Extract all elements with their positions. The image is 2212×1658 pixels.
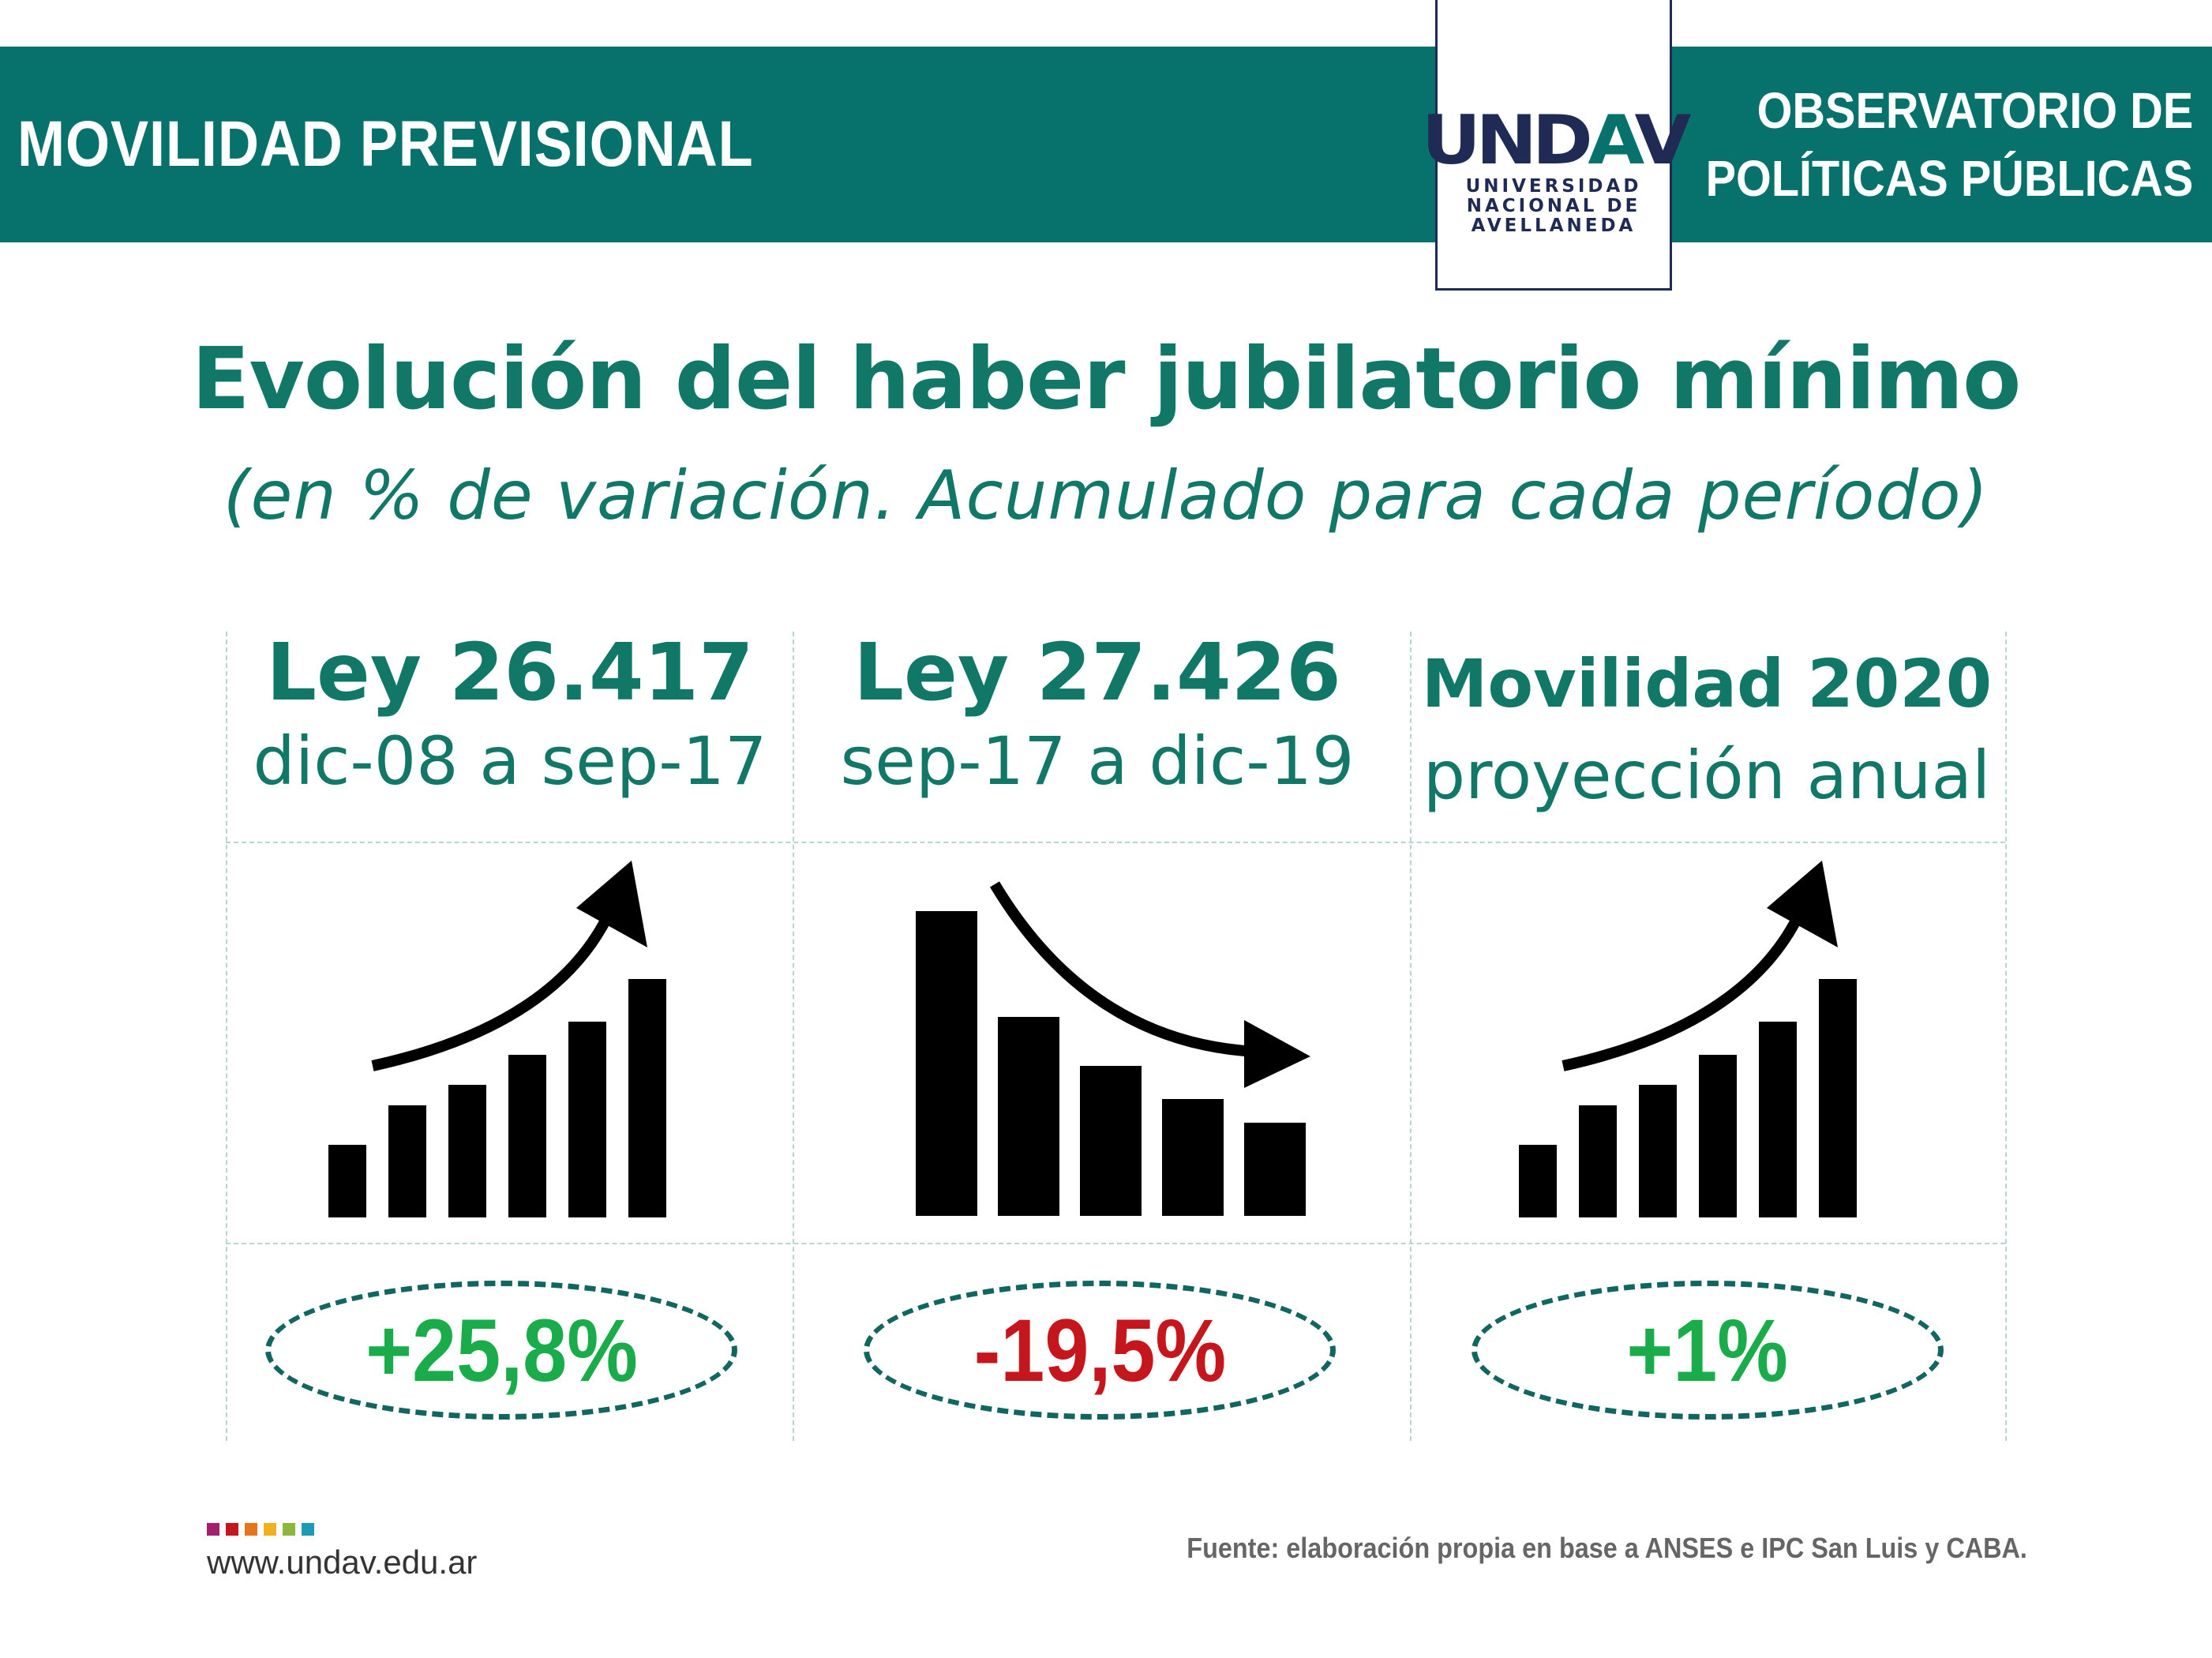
grid-line [226,1243,2005,1244]
value-oval: +1% [1472,1281,1944,1420]
icon-bar [998,1017,1059,1216]
grid-line [226,632,227,1441]
icon-bar [1819,979,1857,1217]
growth-chart-icon [328,861,666,1217]
logo-subtitle: UNIVERSIDAD NACIONAL DE AVELLANEDA [1466,177,1642,236]
header-band [0,47,2212,242]
logo-line1: UNIVERSIDAD [1465,176,1642,197]
icon-bar [1162,1099,1224,1216]
header-title: MOVILIDAD PREVISIONAL [17,108,754,180]
header-org-line2: POLÍTICAS PÚBLICAS [1705,150,2193,207]
header-org-line1: OBSERVATORIO DE [1756,82,2193,139]
source-note: Fuente: elaboración propia en base a ANS… [1187,1532,2027,1564]
arrow-head [1244,1020,1310,1088]
brand-dots [207,1523,314,1536]
law-label: Movilidad 2020 [1421,645,1993,722]
arrow-head [1767,861,1838,947]
value-label: +25,8% [365,1300,638,1400]
grid-line [2005,632,2007,1441]
undav-logo: UNDAV UNIVERSIDAD NACIONAL DE AVELLANEDA [1421,0,1691,291]
grid-line [1410,632,1412,1441]
logo-line2: NACIONAL DE [1466,196,1641,216]
chart-title: Evolución del haber jubilatorio mínimo [191,330,2022,429]
icon-bar [1244,1123,1306,1216]
value-oval: -19,5% [864,1281,1336,1420]
brand-dot [302,1523,314,1536]
icon-bar [328,1145,366,1217]
brand-dot [283,1523,295,1536]
logo-line3: AVELLANEDA [1471,216,1637,236]
column-header: Ley 26.417 dic-08 a sep-17 [213,625,807,802]
column-header: Movilidad 2020 proyección anual [1410,636,2004,816]
period-label: sep-17 a dic-19 [840,722,1355,800]
arrow-curve [1562,913,1804,1071]
value-label: +1% [1626,1300,1789,1400]
icon-bar [1080,1066,1142,1216]
icon-bar [568,1022,606,1217]
column-header: Ley 27.426 sep-17 a dic-19 [800,625,1394,802]
icon-bar [1639,1085,1677,1217]
icon-bar [916,911,977,1216]
grid-line [226,842,2005,843]
law-label: Ley 27.426 [853,626,1341,718]
icon-bar [628,979,666,1217]
period-label: proyección anual [1423,737,1991,814]
brand-dot [264,1523,276,1536]
arrow-curve [371,913,613,1071]
law-label: Ley 26.417 [266,626,754,718]
growth-chart-icon [1519,861,1857,1217]
period-label: dic-08 a sep-17 [253,722,767,800]
arrow-head [576,861,647,947]
arrow-curve [989,881,1256,1057]
icon-bar [1519,1145,1557,1217]
icon-bar [1699,1055,1737,1217]
brand-dot [207,1523,219,1536]
value-label: -19,5% [973,1300,1226,1400]
icon-bar [1579,1105,1617,1217]
logo-wordmark: UNDAV [1421,101,1691,180]
icon-bar [448,1085,486,1217]
website-link[interactable]: www.undav.edu.ar [207,1544,478,1581]
icon-bar [1759,1022,1797,1217]
icon-bar [388,1105,426,1217]
chart-subtitle: (en % de variación. Acumulado para cada … [223,456,1989,535]
grid-line [793,632,794,1441]
value-oval: +25,8% [265,1281,737,1420]
decline-chart-icon [916,881,1310,1216]
header-org: OBSERVATORIO DE POLÍTICAS PÚBLICAS [1705,47,2193,242]
icon-bar [508,1055,546,1217]
brand-dot [245,1523,257,1536]
brand-dot [226,1523,238,1536]
